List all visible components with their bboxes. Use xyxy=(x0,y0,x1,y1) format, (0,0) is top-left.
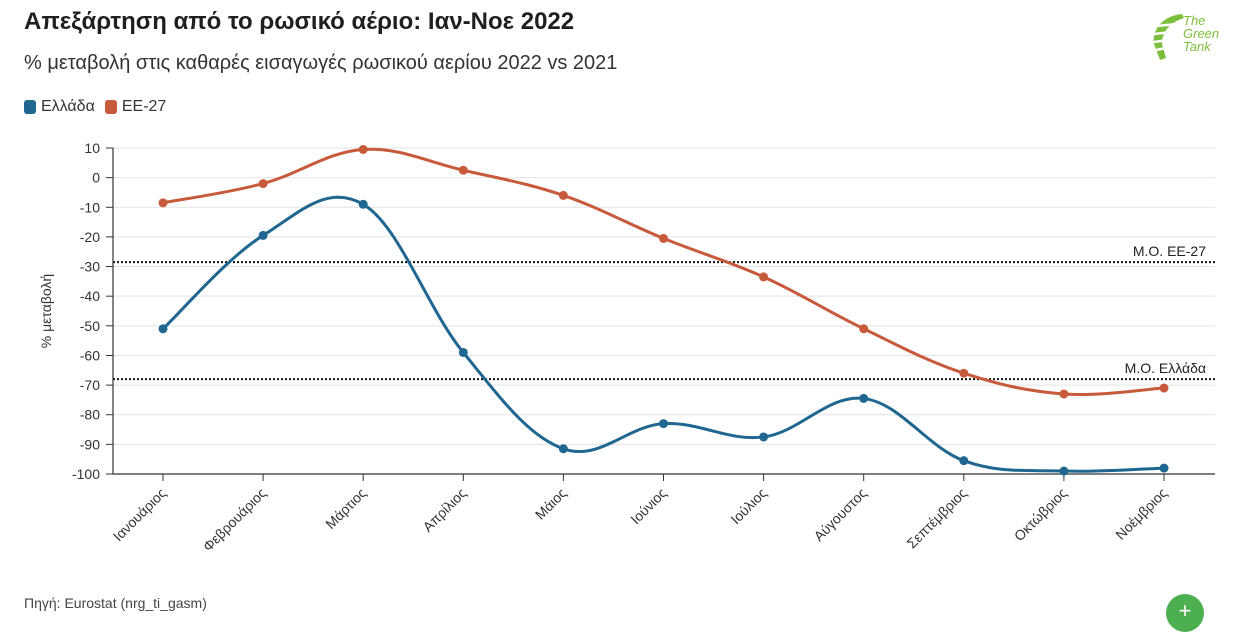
x-tick-label: Φεβρουάριος xyxy=(200,485,270,555)
legend-item-eu27[interactable]: ΕΕ-27 xyxy=(104,98,167,116)
legend-swatch-eu27 xyxy=(104,100,117,114)
data-point-greece[interactable] xyxy=(659,419,668,429)
data-point-greece[interactable] xyxy=(1059,466,1069,476)
line-chart: Μ.Ο. ΕΕ-27 Μ.Ο. Ελλάδα 10 0 -10 -20 -30 -40 -50… xyxy=(38,140,1215,555)
legend-label-greece: Ελλάδα xyxy=(41,98,95,115)
x-tick-label: Ιούνιος xyxy=(627,485,670,528)
x-tick-label: Μάιος xyxy=(532,485,570,523)
data-point-greece[interactable] xyxy=(458,347,468,357)
x-tick-label: Ιούλιος xyxy=(727,485,770,528)
data-point-eu27[interactable] xyxy=(458,165,468,175)
y-tick-label: -20 xyxy=(80,229,100,245)
legend-item-greece[interactable]: Ελλάδα xyxy=(24,98,95,116)
data-point-greece[interactable] xyxy=(158,324,168,334)
y-tick-label: -100 xyxy=(72,466,100,482)
y-tick-label: -80 xyxy=(80,407,100,423)
legend-swatch-greece xyxy=(24,100,36,114)
data-point-greece[interactable] xyxy=(558,444,568,454)
grid xyxy=(113,147,1215,445)
logo-leaf-icon xyxy=(1153,14,1184,60)
x-tick-label: Νοέμβριος xyxy=(1112,485,1170,543)
y-tick-label: 10 xyxy=(84,140,100,156)
y-tick-label: -30 xyxy=(80,259,100,275)
data-point-greece[interactable] xyxy=(358,199,368,209)
y-axis-label: % μεταβολή xyxy=(38,274,54,348)
y-tick-label: 0 xyxy=(92,170,100,186)
series-line-eu27 xyxy=(162,147,1165,397)
y-tick-label: -50 xyxy=(80,318,100,334)
legend-label-eu27: ΕΕ-27 xyxy=(121,98,167,115)
x-tick-label: Σεπτέμβριος xyxy=(903,485,970,552)
data-point-eu27[interactable] xyxy=(659,233,668,243)
y-tick-label: -10 xyxy=(80,199,100,215)
green-tank-logo xyxy=(1148,10,1228,66)
source-note: Πηγή: Eurostat (nrg_ti_gasm) xyxy=(24,595,207,611)
x-tick-label: Μάρτιος xyxy=(322,485,369,532)
data-point-eu27[interactable] xyxy=(859,324,869,334)
data-point-eu27[interactable] xyxy=(158,198,168,208)
data-point-eu27[interactable] xyxy=(258,179,268,189)
chart-subtitle: % μεταβολή στις καθαρές εισαγωγές ρωσικο… xyxy=(24,52,618,74)
logo-text: The Green Tank xyxy=(1183,13,1220,54)
data-point-eu27[interactable] xyxy=(759,272,769,282)
reference-line-label: Μ.Ο. Ελλάδα xyxy=(1125,360,1206,376)
series-line-greece xyxy=(161,195,1165,473)
plus-icon: + xyxy=(1178,598,1192,623)
data-point-greece[interactable] xyxy=(759,432,769,442)
y-tick-label: -90 xyxy=(80,436,100,452)
data-point-greece[interactable] xyxy=(1159,463,1169,473)
data-point-greece[interactable] xyxy=(859,393,869,403)
data-point-eu27[interactable] xyxy=(358,144,368,154)
data-point-eu27[interactable] xyxy=(959,368,969,378)
legend: Ελλάδα ΕΕ-27 xyxy=(24,98,176,116)
y-tick-label: -40 xyxy=(80,288,100,304)
data-point-greece[interactable] xyxy=(258,230,268,240)
chart-title: Απεξάρτηση από το ρωσικό αέριο: Ιαν-Νοε … xyxy=(24,8,575,35)
axes: 10 0 -10 -20 -30 -40 -50 -60 -70 -80 -90 -100 Ιανουά… xyxy=(72,140,1215,555)
data-point-eu27[interactable] xyxy=(558,190,568,200)
reference-lines: Μ.Ο. ΕΕ-27 Μ.Ο. Ελλάδα xyxy=(113,243,1215,381)
reference-line-label: Μ.Ο. ΕΕ-27 xyxy=(1133,243,1206,259)
x-tick-label: Ιανουάριος xyxy=(110,485,170,545)
data-point-eu27[interactable] xyxy=(1159,383,1169,393)
data-point-eu27[interactable] xyxy=(1059,389,1069,399)
floating-action-button[interactable]: + xyxy=(1166,594,1204,632)
y-tick-label: -70 xyxy=(80,377,100,393)
x-tick-label: Οκτώβριος xyxy=(1011,485,1070,544)
series xyxy=(158,144,1169,476)
x-tick-label: Αύγουστος xyxy=(810,485,870,545)
x-tick-label: Απρίλιος xyxy=(419,485,469,535)
data-point-greece[interactable] xyxy=(959,456,969,466)
y-tick-label: -60 xyxy=(80,347,100,363)
